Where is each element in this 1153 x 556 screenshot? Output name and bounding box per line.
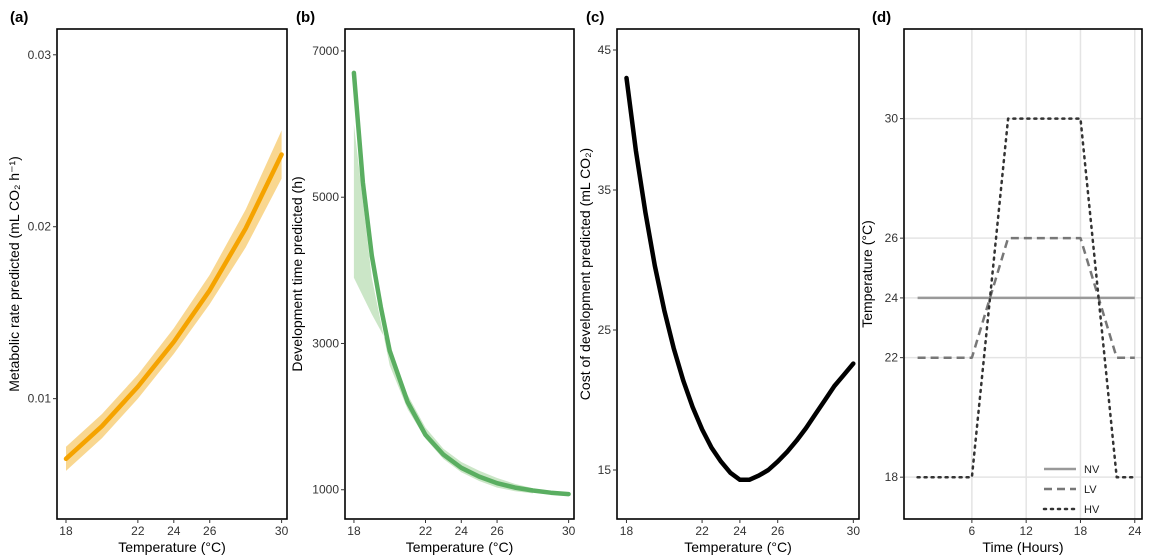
panel-label: (a) — [10, 9, 28, 26]
y-tick-label: 0.02 — [28, 220, 52, 234]
y-tick-label: 1000 — [312, 483, 339, 497]
legend-label-hv: HV — [1084, 504, 1100, 516]
x-tick-label: 26 — [203, 524, 217, 538]
series-line-hv — [916, 117, 1137, 479]
x-axis-title: Temperature (°C) — [406, 539, 514, 555]
y-axis-title: Development time predicted (h) — [289, 176, 305, 371]
panel-label: (d) — [872, 9, 891, 26]
x-tick-label: 24 — [167, 524, 181, 538]
x-tick-label: 18 — [347, 524, 361, 538]
panel-a: 18 22 24 26 30 0.01 0.02 0.03 Temperature (°C) Me… — [6, 9, 289, 555]
plot-frame — [344, 28, 575, 520]
plot-frame — [56, 28, 288, 520]
x-axis-title: Temperature (°C) — [118, 539, 226, 555]
x-tick-label: 24 — [455, 524, 469, 538]
y-tick-label: 25 — [598, 323, 612, 337]
plot-frame — [616, 28, 860, 520]
x-tick-label: 30 — [562, 524, 576, 538]
x-tick-label: 18 — [59, 524, 73, 538]
y-tick-label: 26 — [885, 231, 899, 245]
y-tick-label: 30 — [885, 112, 899, 126]
y-axis-title: Temperature (°C) — [859, 220, 875, 328]
y-tick-label: 7000 — [312, 44, 339, 58]
x-tick-label: 12 — [1019, 524, 1033, 538]
y-axis-title: Metabolic rate predicted (mL CO₂ h⁻¹) — [6, 156, 22, 392]
x-tick-label: 18 — [620, 524, 634, 538]
y-tick-label: 3000 — [312, 336, 339, 350]
plot-frame — [903, 28, 1143, 520]
x-tick-label: 6 — [969, 524, 976, 538]
y-tick-label: 18 — [885, 470, 899, 484]
series-line-predicted — [63, 152, 284, 462]
x-tick-label: 26 — [771, 524, 785, 538]
x-tick-label: 22 — [131, 524, 145, 538]
y-tick-label: 22 — [885, 351, 899, 365]
x-tick-label: 24 — [733, 524, 747, 538]
x-axis-title: Temperature (°C) — [684, 539, 792, 555]
y-tick-label: 0.01 — [28, 392, 52, 406]
panel-label: (b) — [296, 9, 315, 26]
y-tick-label: 15 — [598, 463, 612, 477]
panel-label: (c) — [586, 9, 604, 26]
x-axis-title: Time (Hours) — [982, 539, 1063, 555]
y-tick-label: 35 — [598, 183, 612, 197]
panel-c: 18 22 24 26 30 15 25 35 45 Temperature (°C) Cost o… — [577, 9, 860, 555]
x-tick-label: 22 — [695, 524, 709, 538]
y-tick-label: 0.03 — [28, 48, 52, 62]
panel-b: 18 22 24 26 30 1000 3000 5000 7000 Temperature (°… — [289, 9, 576, 555]
legend-label-nv: NV — [1084, 464, 1100, 476]
series-line-predicted — [624, 75, 856, 483]
confidence-band — [66, 130, 282, 471]
y-tick-label: 5000 — [312, 190, 339, 204]
x-tick-label: 24 — [1128, 524, 1142, 538]
x-tick-label: 26 — [490, 524, 504, 538]
x-tick-label: 30 — [847, 524, 861, 538]
y-tick-label: 24 — [885, 291, 899, 305]
x-tick-label: 18 — [1074, 524, 1088, 538]
y-tick-label: 45 — [598, 43, 612, 57]
panel-d: 6 12 18 24 18 22 24 26 30 Time (Hours) Temperature… — [859, 9, 1143, 555]
y-axis-title: Cost of development predicted (mL CO₂) — [577, 148, 593, 400]
series-line-predicted — [351, 70, 571, 497]
x-tick-label: 22 — [419, 524, 433, 538]
x-tick-label: 30 — [275, 524, 289, 538]
legend-label-lv: LV — [1084, 484, 1097, 496]
series-line-lv — [917, 236, 1135, 359]
